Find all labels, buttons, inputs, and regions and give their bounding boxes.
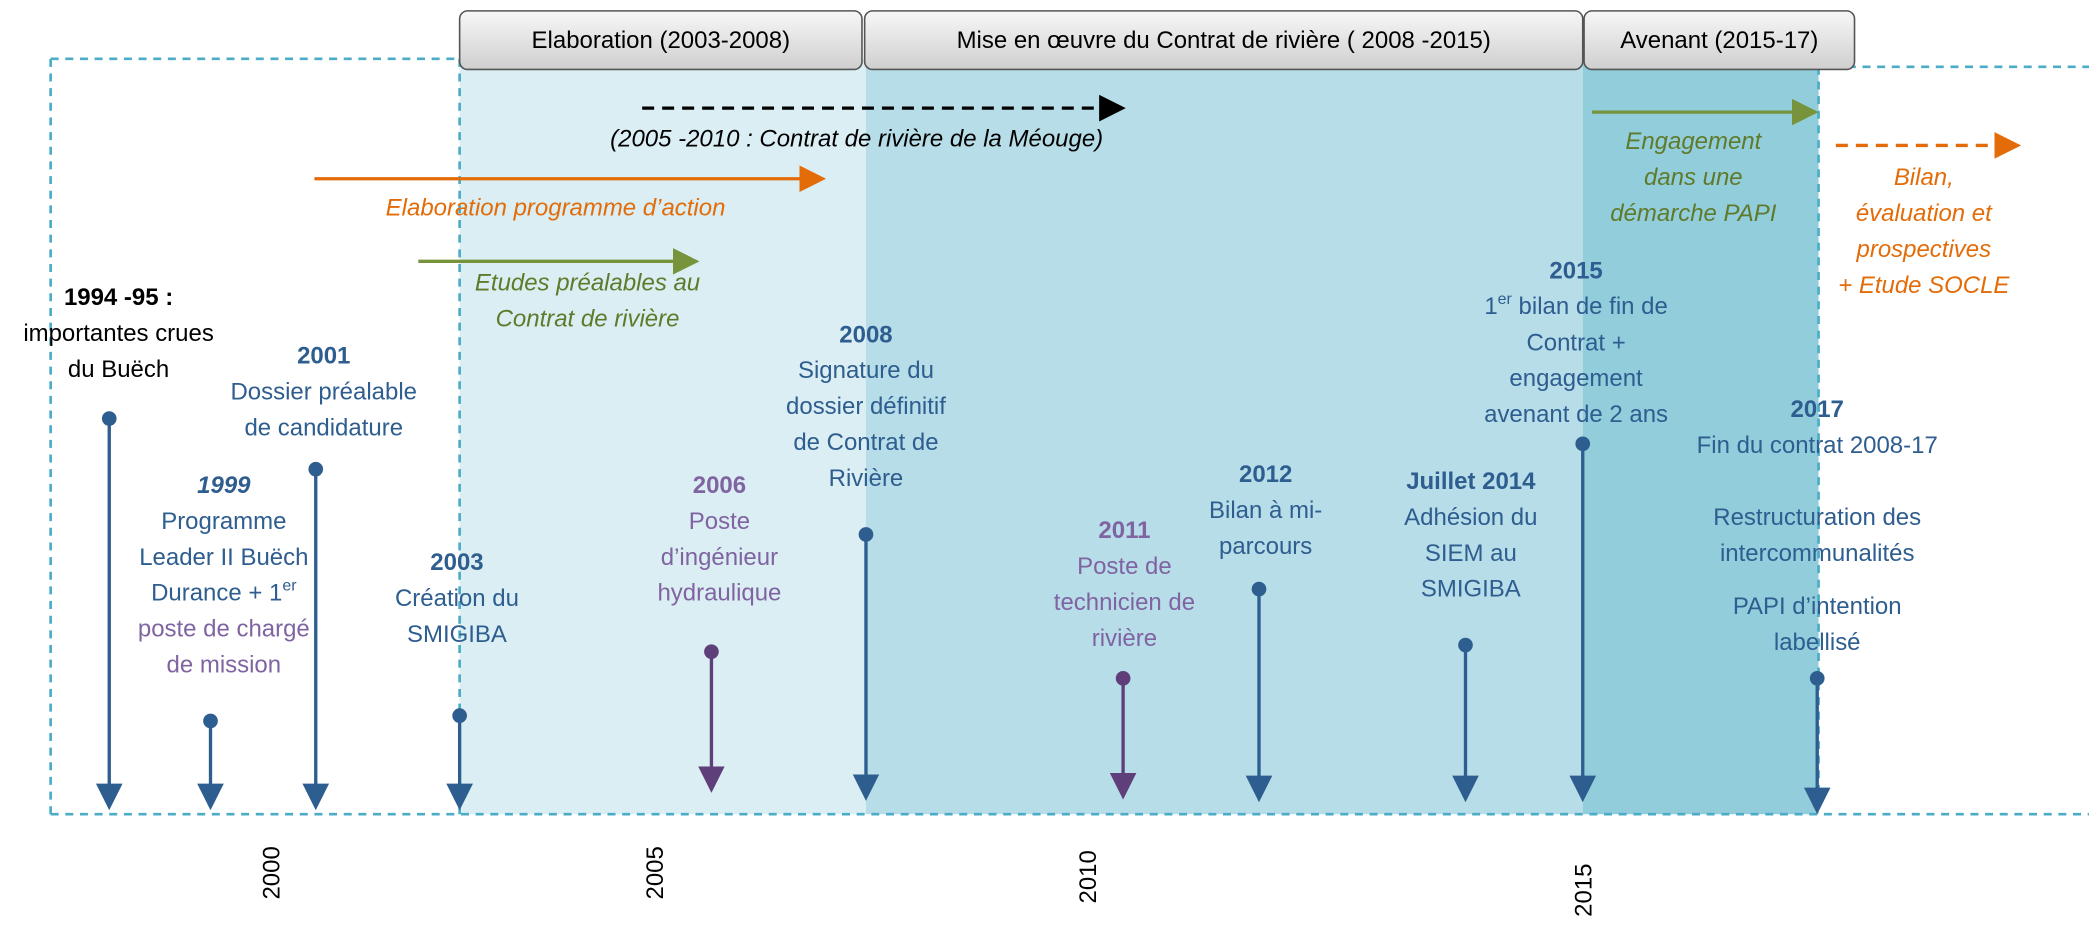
event-text: Fin du contrat 2008-17 [1697, 432, 1938, 459]
annotation: Engagement [1625, 128, 1762, 155]
phase-label: Mise en œuvre du Contrat de rivière ( 20… [957, 27, 1491, 54]
event-text-part: er [282, 577, 297, 594]
event-year: 2003 [430, 549, 483, 576]
event-dot [858, 527, 874, 542]
event-year: 2015 [1549, 257, 1602, 284]
event-text: Rivière [829, 465, 904, 492]
event-dot [1115, 671, 1131, 686]
event-year: Juillet 2014 [1406, 468, 1536, 495]
phase-tab [863, 10, 1584, 71]
event-dot [1809, 671, 1825, 686]
event-text: rivière [1092, 625, 1157, 652]
event-year: 2017 [1791, 396, 1844, 423]
annotation: + Etude SOCLE [1838, 272, 2010, 299]
phase-band [459, 58, 866, 815]
phase-band [865, 58, 1583, 815]
event-text: SMIGIBA [407, 621, 507, 648]
annotation: Elaboration programme d’action [386, 195, 726, 222]
annotation: Etudes préalables au [475, 269, 700, 296]
event-text: parcours [1219, 533, 1312, 560]
event-dot [203, 713, 218, 729]
event-text: Adhésion du [1404, 504, 1537, 531]
event-text: Restructuration des [1713, 504, 1921, 531]
annotation: évaluation et [1856, 200, 1993, 227]
event-text-part: er [1498, 291, 1513, 308]
event-text-part: Durance + 1 [151, 580, 282, 607]
event-dot [1251, 581, 1267, 597]
event-text: Bilan à mi- [1209, 497, 1322, 524]
event-dot [1575, 436, 1591, 452]
event-text: Signature du [798, 357, 934, 384]
event-dot [704, 644, 719, 660]
phase-label: Elaboration (2003-2008) [532, 27, 791, 54]
event-year: 1994 -95 : [64, 284, 173, 311]
event-text: Contrat + [1526, 329, 1625, 356]
event-text: technicien de [1054, 589, 1195, 616]
event-text: de mission [167, 652, 282, 679]
event-year: 2001 [297, 343, 350, 370]
axis-label: 2000 [258, 846, 285, 899]
event-text: poste de chargé [138, 616, 310, 643]
event-text: de Contrat de [793, 429, 938, 456]
event-text: Leader II Buëch [139, 544, 308, 571]
phase-tab [1583, 10, 1856, 71]
event-text: Création du [395, 585, 519, 612]
event-text: Poste [689, 508, 750, 535]
event-text: du Buëch [68, 356, 169, 383]
event-year: 1999 [197, 472, 251, 499]
event-text: intercommunalités [1720, 540, 1915, 567]
annotation: prospectives [1856, 236, 1992, 263]
annotation: (2005 -2010 : Contrat de rivière de la M… [610, 125, 1103, 152]
annotation: dans une [1644, 164, 1743, 191]
axis-label: 2015 [1571, 863, 1598, 916]
event-text: d’ingénieur [661, 544, 778, 571]
event-year: 2006 [693, 472, 746, 499]
event-dot [452, 708, 467, 723]
event-text-part: bilan de fin de [1519, 293, 1668, 320]
event-text: de candidature [244, 415, 403, 442]
event-year: 2011 [1098, 517, 1150, 544]
event-text: importantes crues [23, 320, 214, 347]
event-text: dossier définitif [786, 393, 946, 420]
annotation: démarche PAPI [1610, 200, 1776, 227]
event-text: PAPI d’intention [1733, 593, 1902, 620]
event-year: 2008 [839, 321, 892, 348]
event-text: avenant de 2 ans [1484, 401, 1668, 428]
event-text: SMIGIBA [1421, 576, 1521, 603]
event-text: SIEM au [1425, 540, 1517, 567]
annotation: Bilan, [1894, 164, 1954, 191]
event-text-part: 1 [1484, 293, 1497, 320]
event-text: Durance + 1er [151, 577, 297, 607]
event-dot [308, 461, 324, 477]
axis-label: 2010 [1075, 850, 1102, 903]
event-dot [101, 411, 117, 426]
phase-band [1582, 58, 1819, 815]
event-dot [1458, 637, 1473, 653]
event-text: Programme [161, 508, 286, 535]
event-text: 1er bilan de fin de [1484, 291, 1667, 321]
phase-label: Avenant (2015-17) [1620, 27, 1818, 54]
axis-label: 2005 [642, 846, 669, 899]
phase-tab [458, 10, 863, 71]
event-text: labellisé [1774, 629, 1861, 656]
event-text: hydraulique [657, 580, 781, 607]
event-text: Dossier préalable [230, 379, 417, 406]
event-text: Poste de [1077, 553, 1172, 580]
event-year: 2012 [1239, 461, 1292, 488]
event-text: engagement [1509, 365, 1643, 392]
annotation: Contrat de rivière [496, 305, 680, 332]
